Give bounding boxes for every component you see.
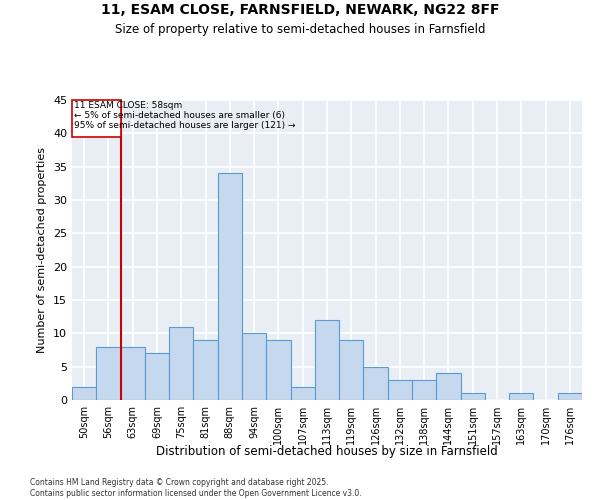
Bar	[72, 386, 96, 400]
Y-axis label: Number of semi-detached properties: Number of semi-detached properties	[37, 147, 47, 353]
Bar	[218, 174, 242, 400]
Bar	[509, 394, 533, 400]
Text: 11 ESAM CLOSE: 58sqm: 11 ESAM CLOSE: 58sqm	[74, 101, 182, 110]
Text: 95% of semi-detached houses are larger (121) →: 95% of semi-detached houses are larger (…	[74, 122, 295, 130]
Bar	[558, 394, 582, 400]
Bar	[169, 326, 193, 400]
Bar	[388, 380, 412, 400]
Bar	[339, 340, 364, 400]
Bar	[145, 354, 169, 400]
Bar	[266, 340, 290, 400]
Bar	[461, 394, 485, 400]
Bar	[436, 374, 461, 400]
Text: Size of property relative to semi-detached houses in Farnsfield: Size of property relative to semi-detach…	[115, 22, 485, 36]
Bar	[96, 346, 121, 400]
Bar	[193, 340, 218, 400]
Text: Distribution of semi-detached houses by size in Farnsfield: Distribution of semi-detached houses by …	[156, 445, 498, 458]
Bar	[290, 386, 315, 400]
Bar	[242, 334, 266, 400]
Bar	[364, 366, 388, 400]
Bar	[315, 320, 339, 400]
Bar	[412, 380, 436, 400]
Text: Contains HM Land Registry data © Crown copyright and database right 2025.
Contai: Contains HM Land Registry data © Crown c…	[30, 478, 362, 498]
FancyBboxPatch shape	[72, 100, 121, 136]
Bar	[121, 346, 145, 400]
Text: 11, ESAM CLOSE, FARNSFIELD, NEWARK, NG22 8FF: 11, ESAM CLOSE, FARNSFIELD, NEWARK, NG22…	[101, 2, 499, 16]
Text: ← 5% of semi-detached houses are smaller (6): ← 5% of semi-detached houses are smaller…	[74, 112, 285, 120]
